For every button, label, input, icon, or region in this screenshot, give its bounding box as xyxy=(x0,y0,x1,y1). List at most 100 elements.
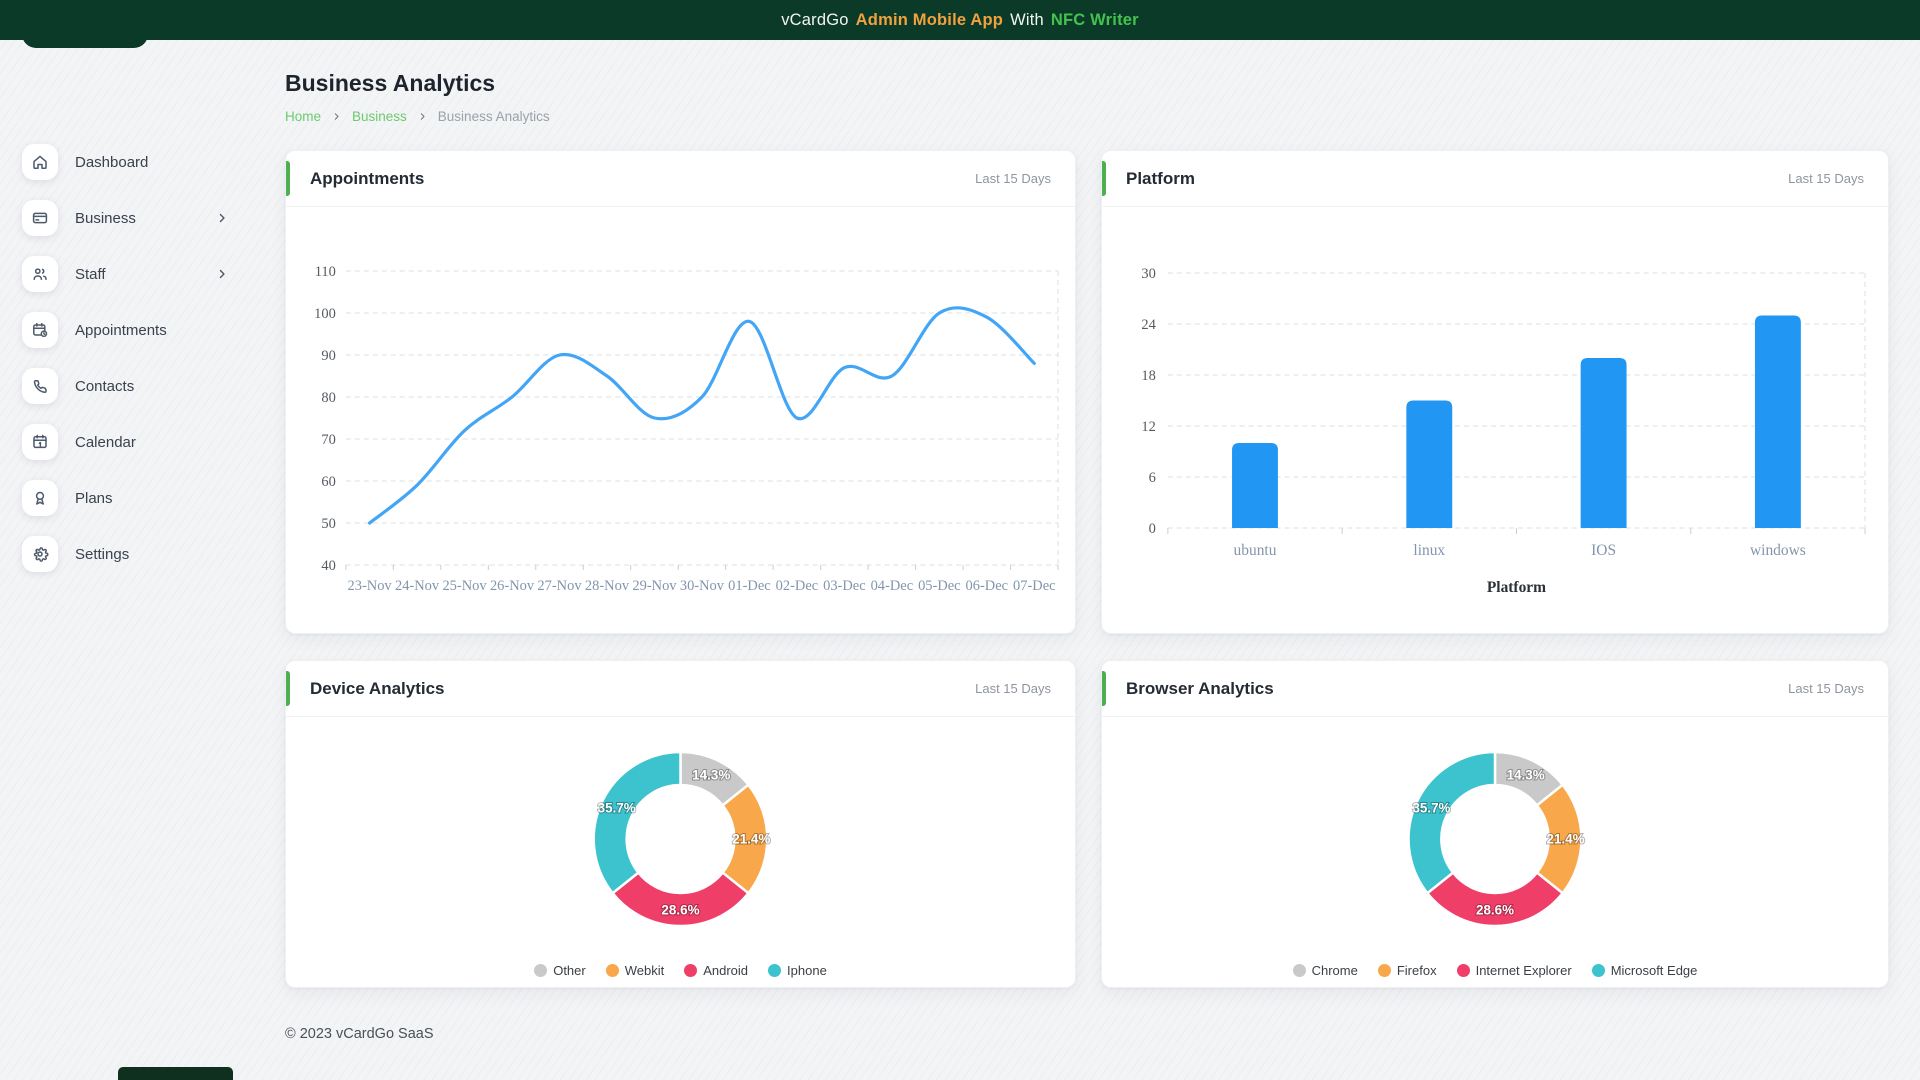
breadcrumb-home[interactable]: Home xyxy=(285,109,322,124)
device-analytics-card: Device Analytics Last 15 Days 14.3% 21.4%… xyxy=(285,660,1076,988)
legend-item-android[interactable]: Android xyxy=(684,963,748,978)
card-header: Browser Analytics Last 15 Days xyxy=(1102,661,1888,717)
sidebar-item-appointments[interactable]: Appointments xyxy=(0,302,285,358)
sidebar-item-dashboard[interactable]: Dashboard xyxy=(0,134,285,190)
browser-analytics-card: Browser Analytics Last 15 Days 14.3% 21.4… xyxy=(1101,660,1889,988)
x-axis-tick-label: 30-Nov xyxy=(680,578,725,594)
copyright-text: © 2023 vCardGo SaaS xyxy=(285,1026,434,1042)
x-axis-tick-label: 23-Nov xyxy=(348,578,393,594)
y-axis-tick-label: 70 xyxy=(321,432,335,448)
legend-label: Other xyxy=(553,962,586,978)
legend-swatch xyxy=(1377,963,1391,977)
donut-slice-label: 21.4% xyxy=(1547,831,1585,846)
breadcrumb-business[interactable]: Business xyxy=(352,109,407,124)
x-axis-tick-label: 02-Dec xyxy=(776,578,819,594)
bar-windows[interactable] xyxy=(1754,315,1801,529)
x-axis-tick-label: 05-Dec xyxy=(918,578,961,594)
legend-item-firefox[interactable]: Firefox xyxy=(1377,962,1437,978)
legend-item-other[interactable]: Other xyxy=(534,963,586,978)
breadcrumb-current: Business Analytics xyxy=(437,109,550,124)
x-axis-title: Platform xyxy=(1487,579,1546,596)
x-axis-tick-label: 27-Nov xyxy=(537,578,582,594)
card-title: Browser Analytics xyxy=(1126,678,1274,698)
y-axis-tick-label: 0 xyxy=(1149,521,1156,537)
legend-label: Internet Explorer xyxy=(1475,962,1572,978)
x-axis-tick-label: 04-Dec xyxy=(871,578,914,594)
appointments-series-line[interactable] xyxy=(367,306,1036,525)
sidebar-item-label: Staff xyxy=(75,265,106,283)
x-axis-tick-label: windows xyxy=(1750,542,1806,559)
calendar-icon xyxy=(22,424,58,460)
bottom-left-decoration xyxy=(118,1067,233,1080)
donut-slice-label: 28.6% xyxy=(661,902,699,917)
card-title: Device Analytics xyxy=(310,678,445,698)
x-axis-tick-label: 24-Nov xyxy=(395,578,440,594)
users-icon xyxy=(22,256,58,292)
legend-item-internet-explorer[interactable]: Internet Explorer xyxy=(1456,962,1572,978)
donut-slice-android[interactable] xyxy=(611,871,750,928)
donut-slice-label: 14.3% xyxy=(692,768,730,783)
y-axis-tick-label: 12 xyxy=(1141,419,1155,435)
chevron-right-icon xyxy=(215,267,229,281)
home-icon xyxy=(22,144,58,180)
y-axis-tick-label: 40 xyxy=(321,558,335,574)
sidebar-item-staff[interactable]: Staff xyxy=(0,246,285,302)
x-axis-tick-label: linux xyxy=(1413,542,1445,559)
legend-label: Android xyxy=(703,962,749,978)
legend-label: Microsoft Edge xyxy=(1610,962,1698,978)
footer: © 2023 vCardGo SaaS xyxy=(285,1026,1889,1042)
sidebar-item-label: Business xyxy=(75,209,136,227)
legend-item-iphone[interactable]: Iphone xyxy=(768,963,827,978)
card-header: Appointments Last 15 Days xyxy=(286,151,1075,207)
legend-item-microsoft-edge[interactable]: Microsoft Edge xyxy=(1591,962,1698,978)
y-axis-tick-label: 110 xyxy=(315,264,336,280)
card-header: Device Analytics Last 15 Days xyxy=(286,661,1075,717)
sidebar-item-settings[interactable]: Settings xyxy=(0,526,285,582)
platform-bar-chart: 0 6 12 18 24 30 ubuntu linux IOS windows Platform xyxy=(1102,207,1888,633)
sidebar-item-plans[interactable]: Plans xyxy=(0,470,285,526)
bar-linux[interactable] xyxy=(1406,400,1453,529)
sidebar-item-business[interactable]: Business xyxy=(0,190,285,246)
legend-item-chrome[interactable]: Chrome xyxy=(1292,962,1358,978)
device-analytics-donut-chart: 14.3% 21.4% 28.6% 35.7% xyxy=(286,717,1075,953)
legend-swatch xyxy=(1292,963,1306,977)
main-content: Business Analytics Home Business Busines… xyxy=(285,40,1889,1042)
sidebar-item-label: Dashboard xyxy=(75,153,149,171)
legend-swatch xyxy=(684,963,698,977)
sidebar: Dashboard Business Staff Appointments Co… xyxy=(0,40,285,582)
y-axis-tick-label: 24 xyxy=(1141,317,1156,333)
sidebar-item-label: Settings xyxy=(75,545,130,563)
x-axis-tick-label: 25-Nov xyxy=(442,578,487,594)
donut-slice-iphone[interactable] xyxy=(592,750,682,895)
topbar-nfc-writer: NFC Writer xyxy=(1050,10,1139,29)
sidebar-item-label: Appointments xyxy=(75,321,167,339)
sidebar-item-calendar[interactable]: Calendar xyxy=(0,414,285,470)
sidebar-item-label: Plans xyxy=(75,489,113,507)
sidebar-item-contacts[interactable]: Contacts xyxy=(0,358,285,414)
y-axis-tick-label: 50 xyxy=(321,516,335,532)
legend-swatch xyxy=(768,963,782,977)
donut-slice-label: 21.4% xyxy=(732,831,770,846)
x-axis-tick-label: 01-Dec xyxy=(728,578,771,594)
donut-slice-microsoft-edge[interactable] xyxy=(1407,750,1497,895)
y-axis-tick-label: 80 xyxy=(321,390,335,406)
award-icon xyxy=(22,480,58,516)
device-analytics-legend: Other Webkit Android Iphone xyxy=(286,953,1075,987)
donut-slice-internet-explorer[interactable] xyxy=(1426,871,1564,928)
card-title: Platform xyxy=(1126,168,1195,188)
bar-IOS[interactable] xyxy=(1580,358,1627,528)
legend-item-webkit[interactable]: Webkit xyxy=(605,962,665,978)
cards-grid: Appointments Last 15 Days 40 50 60 70 80 90 10… xyxy=(285,150,1889,988)
platform-card: Platform Last 15 Days 0 6 12 18 24 30 ubuntu li… xyxy=(1101,150,1889,634)
legend-label: Webkit xyxy=(624,962,665,978)
legend-swatch xyxy=(605,963,619,977)
legend-label: Firefox xyxy=(1396,962,1437,978)
chevron-right-icon xyxy=(331,111,342,122)
legend-label: Chrome xyxy=(1311,962,1358,978)
chevron-right-icon xyxy=(417,111,428,122)
x-axis-tick-label: IOS xyxy=(1591,542,1616,559)
breadcrumb: Home Business Business Analytics xyxy=(285,109,1889,124)
donut-slice-label: 35.7% xyxy=(1412,801,1450,816)
bar-ubuntu[interactable] xyxy=(1232,443,1278,528)
donut-slice-label: 14.3% xyxy=(1507,768,1545,783)
